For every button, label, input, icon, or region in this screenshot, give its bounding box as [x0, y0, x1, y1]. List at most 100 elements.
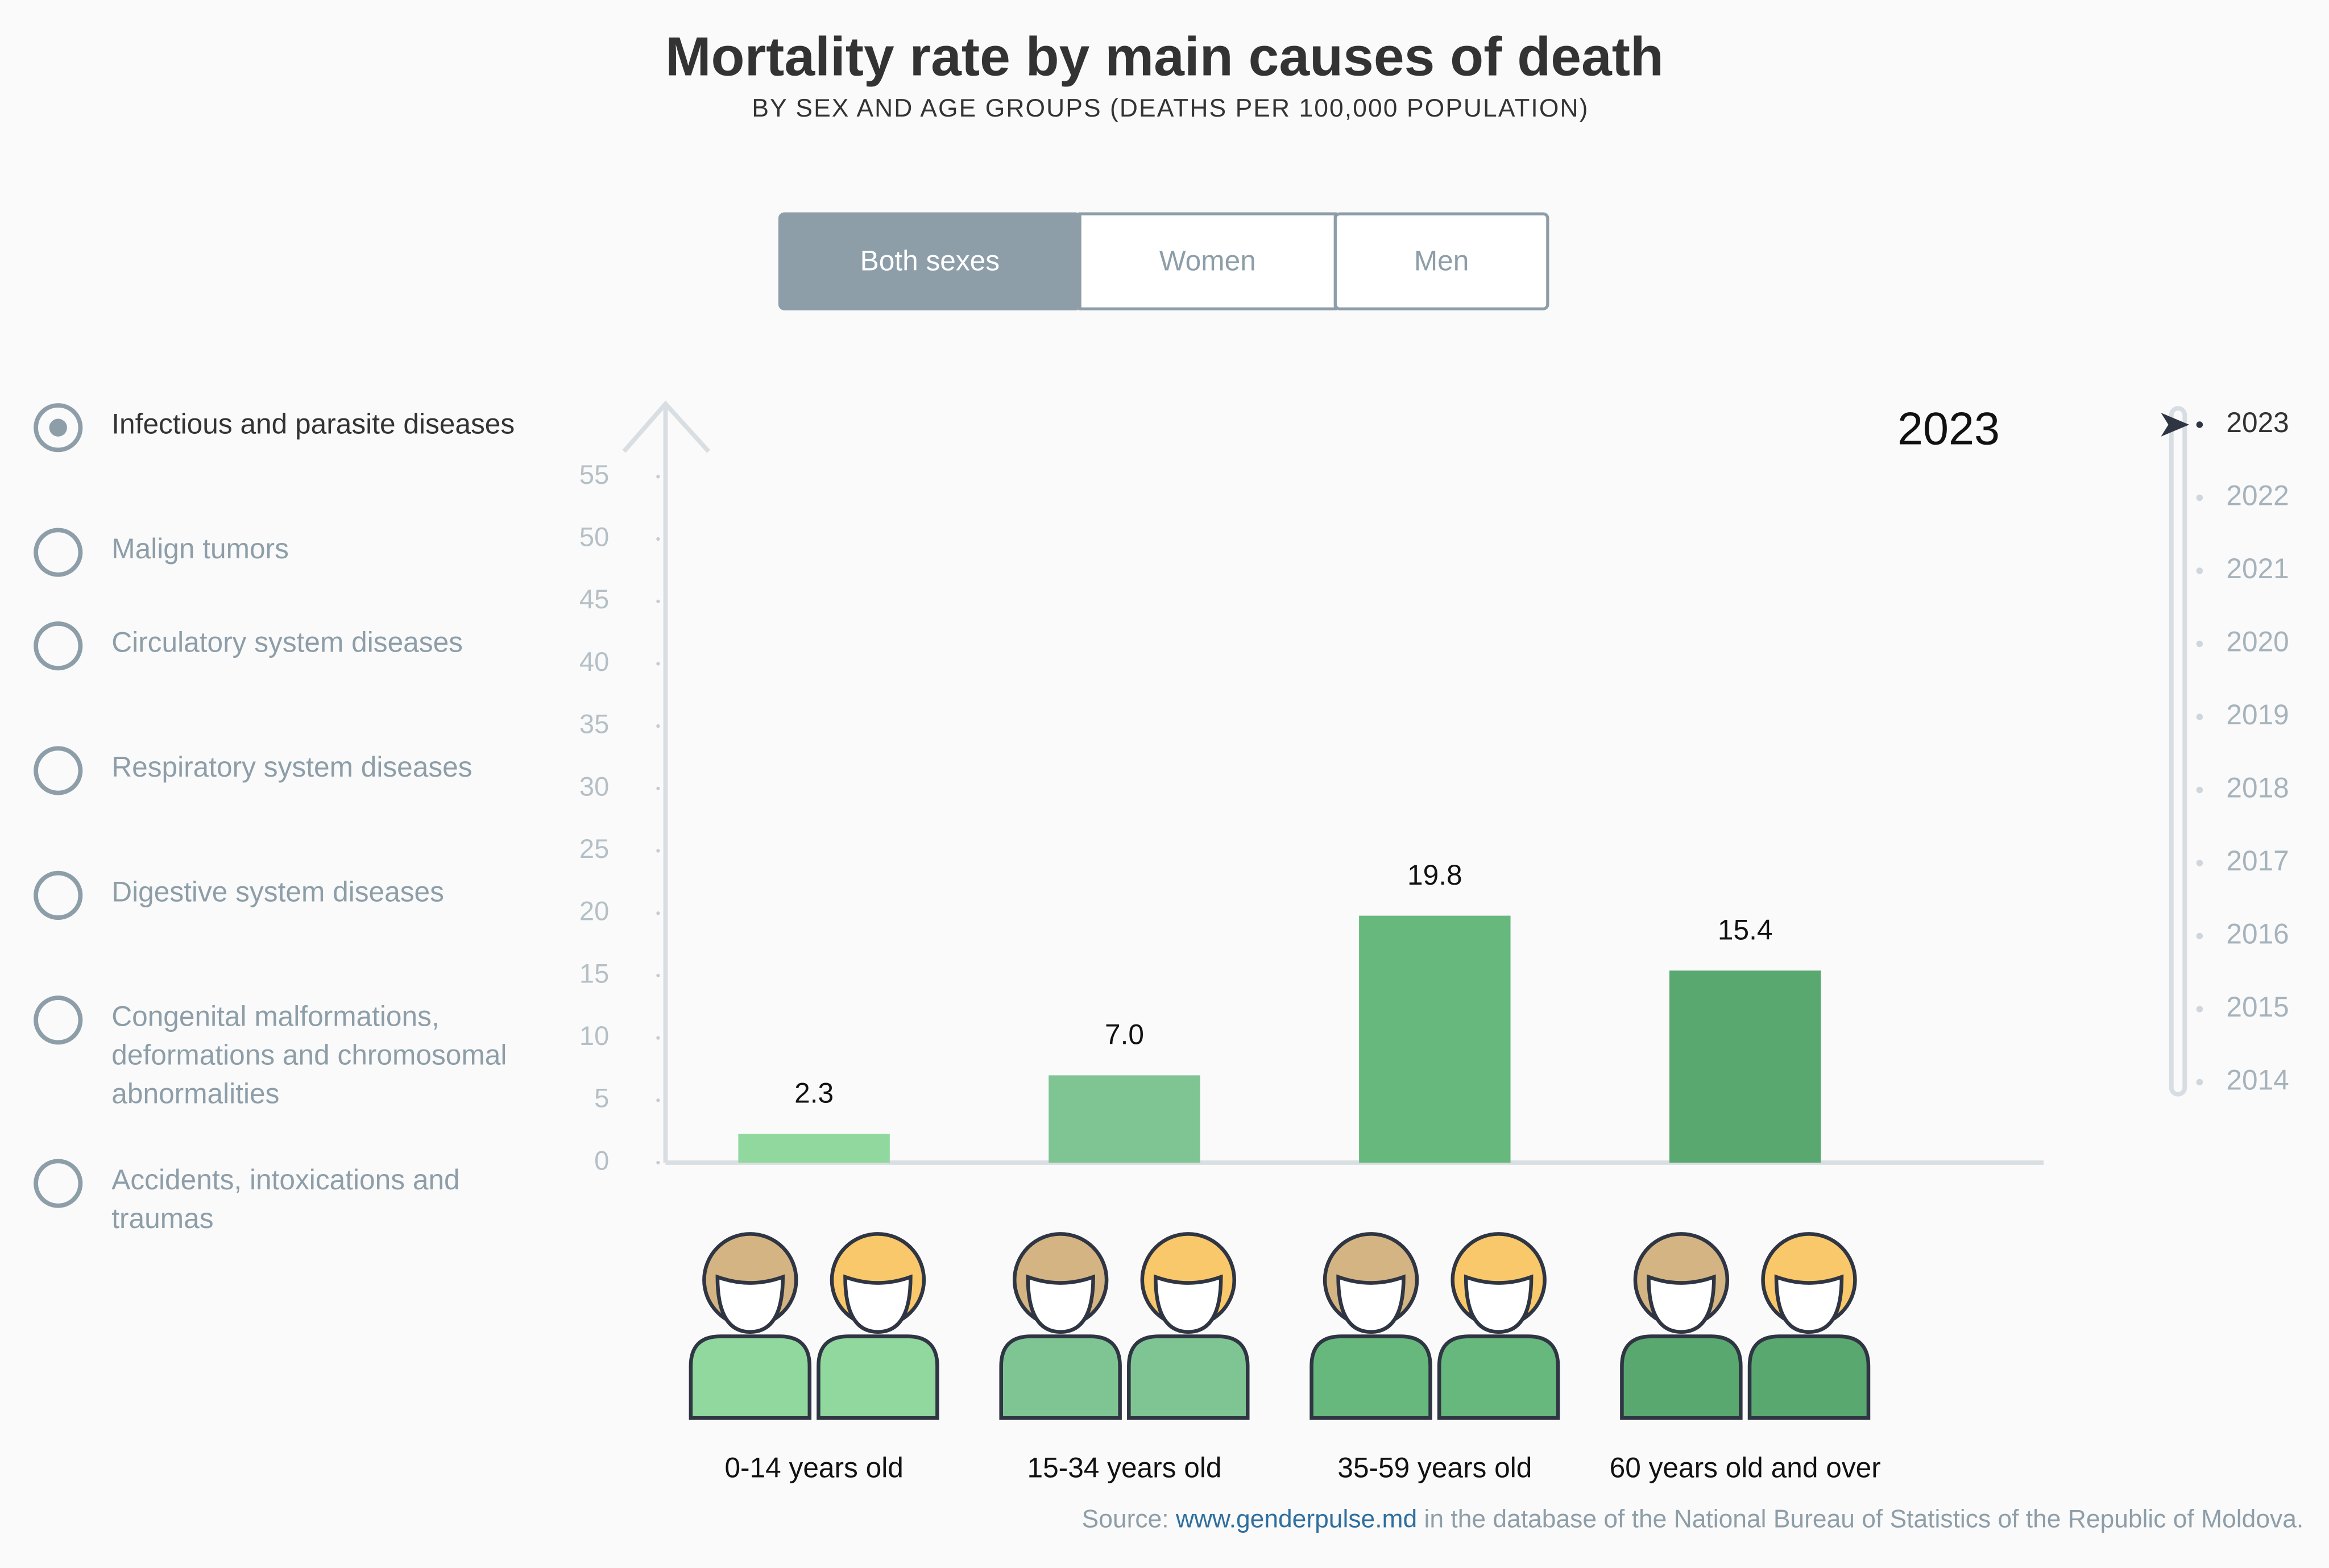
person-icon: [689, 1232, 812, 1420]
x-tick-label: 0-14 years old: [724, 1452, 903, 1484]
year-dot[interactable]: [2196, 860, 2203, 866]
body: [817, 1334, 939, 1420]
year-label[interactable]: 2020: [2226, 626, 2289, 658]
y-tick: [656, 786, 660, 790]
body: [1620, 1334, 1743, 1420]
y-tick-label: 30: [579, 771, 609, 801]
y-tick-label: 25: [579, 833, 609, 864]
sex-button-label[interactable]: Women: [1159, 244, 1256, 276]
cause-label[interactable]: Malign tumors: [111, 534, 289, 566]
y-tick: [656, 911, 660, 915]
cause-box[interactable]: Respiratory system diseases: [111, 750, 557, 883]
y-tick: [656, 662, 660, 666]
year-dot[interactable]: [2196, 421, 2203, 428]
year-dot[interactable]: [2196, 714, 2203, 720]
year-pointer[interactable]: [2161, 413, 2190, 437]
year-dot[interactable]: [2196, 932, 2203, 940]
body: [689, 1334, 812, 1420]
x-tick-label: 60 years old and over: [1610, 1452, 1881, 1484]
cause-label[interactable]: Respiratory system diseases: [111, 753, 473, 784]
cause-label[interactable]: Digestive system diseases: [111, 877, 444, 909]
bar: [1049, 1075, 1200, 1163]
year-dot[interactable]: [2196, 567, 2203, 574]
x-tick-label: 35-59 years old: [1337, 1452, 1532, 1484]
cause-box[interactable]: Circulatory system diseases: [111, 625, 557, 759]
body: [1747, 1334, 1871, 1420]
cause-box[interactable]: Malign tumors: [111, 532, 557, 665]
source: Source: www.genderpulse.md in the databa…: [1082, 1505, 2304, 1533]
source-suffix: in the database of the National Bureau o…: [1424, 1505, 2304, 1533]
face: [843, 1274, 913, 1334]
year-dot[interactable]: [2196, 786, 2203, 794]
sex-button-label[interactable]: Both sexes: [860, 244, 1000, 276]
year-label[interactable]: 2016: [2226, 918, 2289, 950]
face: [1154, 1274, 1223, 1334]
face: [1647, 1274, 1716, 1334]
sex-button[interactable]: [1333, 212, 1549, 310]
year-label[interactable]: 2021: [2226, 553, 2289, 584]
year-dot[interactable]: [2196, 1006, 2203, 1013]
face: [1026, 1274, 1095, 1334]
y-tick-label: 35: [579, 709, 609, 739]
year-label[interactable]: 2014: [2226, 1064, 2289, 1096]
year-heading: 2023: [1897, 403, 2000, 454]
person-icon: [1309, 1232, 1432, 1420]
year-dot[interactable]: [2196, 1078, 2203, 1086]
radio[interactable]: [34, 870, 83, 920]
bar: [1669, 970, 1821, 1163]
y-tick: [656, 1036, 660, 1040]
radio[interactable]: [34, 995, 83, 1045]
y-tick-label: 0: [594, 1145, 609, 1175]
person-icon: [1437, 1232, 1560, 1420]
year-label[interactable]: 2017: [2226, 845, 2289, 877]
year-dot[interactable]: [2196, 640, 2203, 648]
y-tick: [656, 1098, 660, 1102]
cause-box[interactable]: Congenital malformations, deformations a…: [111, 999, 557, 1133]
y-tick: [656, 973, 660, 978]
y-tick: [656, 1160, 660, 1165]
cause-label[interactable]: Congenital malformations, deformations a…: [111, 1002, 507, 1111]
source-prefix: Source:: [1082, 1505, 1169, 1533]
person-icon: [817, 1232, 939, 1420]
y-tick-label: 20: [579, 896, 609, 926]
subtitle: BY SEX AND AGE GROUPS (DEATHS PER 100,00…: [752, 94, 1589, 122]
person-icon: [1747, 1232, 1871, 1420]
cause-label[interactable]: Infectious and parasite diseases: [111, 409, 515, 441]
source-link[interactable]: www.genderpulse.md: [1175, 1505, 1417, 1533]
y-tick-label: 15: [579, 958, 609, 988]
y-tick: [656, 849, 660, 853]
year-label[interactable]: 2022: [2226, 480, 2289, 512]
radio[interactable]: [34, 528, 83, 577]
radio[interactable]: [34, 746, 83, 795]
value-label: 19.8: [1407, 859, 1462, 891]
bar: [738, 1134, 890, 1163]
sex-button-label[interactable]: Men: [1414, 244, 1469, 276]
cause-label[interactable]: Accidents, intoxications and traumas: [111, 1165, 460, 1235]
radio[interactable]: [34, 403, 83, 453]
y-tick-label: 55: [579, 459, 609, 490]
cause-box[interactable]: Digestive system diseases: [111, 874, 557, 1008]
body: [1127, 1334, 1250, 1420]
year-label[interactable]: 2023: [2226, 406, 2289, 438]
year-label[interactable]: 2019: [2226, 699, 2289, 731]
radio[interactable]: [34, 621, 83, 671]
year-label[interactable]: 2018: [2226, 772, 2289, 804]
value-label: 15.4: [1718, 914, 1773, 945]
body: [1309, 1334, 1432, 1420]
face: [1464, 1274, 1534, 1334]
year-slider-track: [2169, 406, 2187, 1097]
cause-box[interactable]: Infectious and parasite diseases: [111, 407, 557, 541]
body: [1437, 1334, 1560, 1420]
radio[interactable]: [34, 1159, 83, 1208]
cause-label[interactable]: Circulatory system diseases: [111, 628, 463, 659]
y-tick: [656, 724, 660, 728]
face: [1774, 1274, 1844, 1334]
title: Mortality rate by main causes of death: [665, 27, 1664, 88]
bar: [1359, 915, 1511, 1163]
cause-box[interactable]: Accidents, intoxications and traumas: [111, 1163, 557, 1296]
face: [1336, 1274, 1406, 1334]
year-label[interactable]: 2015: [2226, 991, 2289, 1023]
year-dot[interactable]: [2196, 494, 2203, 501]
face: [715, 1274, 785, 1334]
